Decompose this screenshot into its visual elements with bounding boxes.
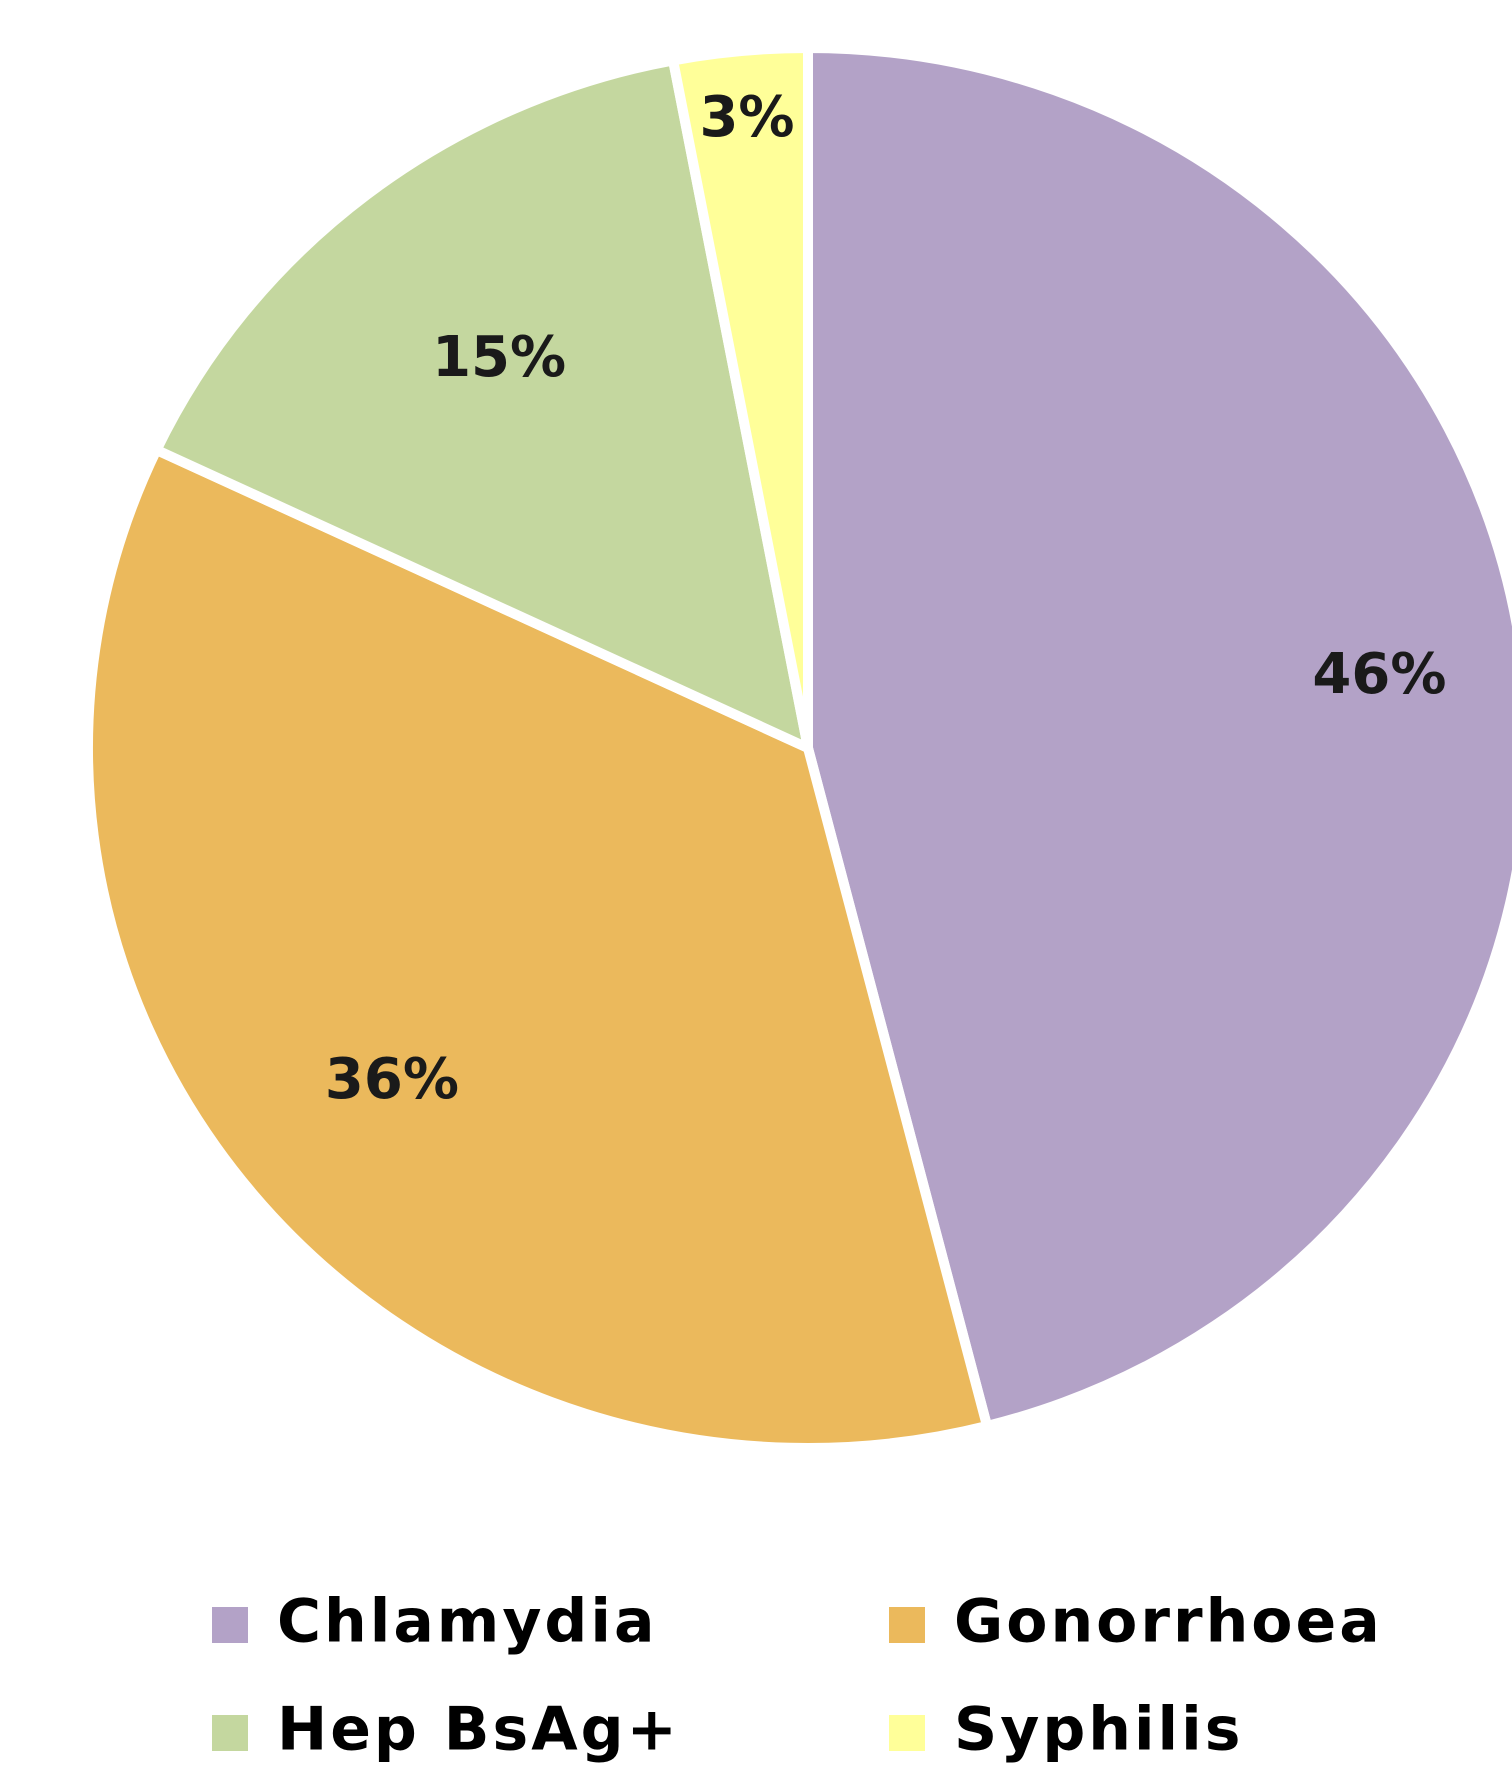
data-label: 46% [1312, 642, 1446, 707]
pie-slice [668, 43, 813, 753]
data-label: 36% [325, 1047, 459, 1112]
data-label: 3% [699, 85, 794, 150]
legend-swatch [212, 1607, 248, 1643]
legend-label: Hep BsAg+ [277, 1695, 680, 1765]
pie-slice [151, 55, 813, 753]
pie-slice [83, 444, 993, 1453]
legend-label: Chlamydia [277, 1587, 657, 1657]
legend-swatch [889, 1607, 925, 1643]
legend-swatch [889, 1715, 925, 1751]
legend-swatch [212, 1715, 248, 1751]
data-label: 15% [432, 325, 566, 390]
legend-label: Gonorrhoea [954, 1587, 1383, 1657]
pie-slice [803, 43, 1512, 1432]
legend-label: Syphilis [954, 1695, 1243, 1765]
